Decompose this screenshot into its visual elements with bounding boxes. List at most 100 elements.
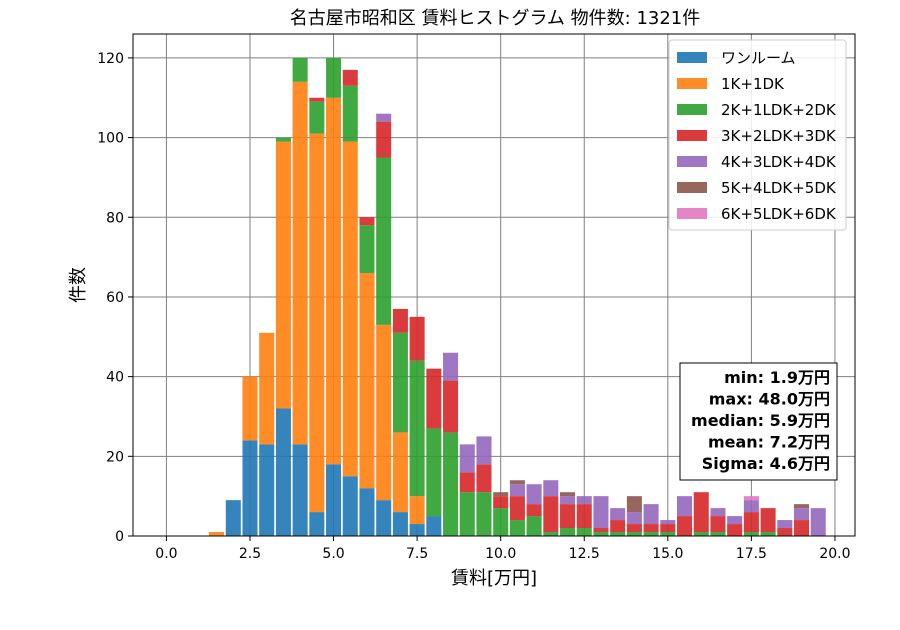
bar-4-10 [376,113,392,122]
y-axis-ticks: 0 20 40 60 80 100 120 [97,51,133,545]
bar-3-35 [793,520,810,536]
bar-2-13 [426,428,442,517]
bar-2-26 [643,532,659,536]
bar-3-18 [509,496,525,521]
bar-4-15 [459,444,475,473]
legend-entry: 6K+5LDK+6DK [721,205,837,223]
bars [209,57,826,536]
bar-5-35 [793,504,810,509]
bar-3-10 [376,121,392,158]
y-tick-label: 100 [97,131,124,147]
bar-1-8 [342,141,358,477]
bar-6-32 [743,496,759,501]
bar-5-17 [493,492,509,497]
bar-3-19 [526,504,542,517]
bar-4-18 [509,484,525,497]
bar-3-26 [643,524,659,533]
bar-4-27 [660,520,676,525]
legend: ワンルーム 1K+1DK 2K+1LDK+2DK 3K+2LDK+3DK 4K+3LDK… [668,39,847,231]
bar-1-7 [326,97,342,465]
bar-1-5 [292,81,308,445]
bar-4-34 [777,520,793,529]
x-tick-label: 12.5 [569,546,600,562]
bar-3-21 [560,504,576,529]
bar-3-13 [426,368,442,429]
bar-2-11 [392,332,408,433]
bar-4-30 [710,508,726,517]
y-tick-label: 0 [115,529,124,545]
bar-3-17 [493,496,509,509]
bar-3-20 [543,496,559,533]
x-tick-label: 15.0 [652,546,683,562]
bar-3-34 [777,528,793,536]
y-tick-label: 40 [106,370,124,386]
bar-1-0 [209,532,225,536]
bar-2-4 [275,137,291,142]
y-tick-label: 60 [106,290,124,306]
bar-3-24 [610,520,626,533]
x-tick-label: 17.5 [736,546,767,562]
y-tick-label: 120 [97,51,124,67]
legend-entry: 1K+1DK [721,75,785,93]
bar-4-19 [526,484,542,505]
bar-2-9 [359,225,375,274]
bar-0-11 [392,512,408,536]
bar-3-6 [309,97,325,102]
bar-2-8 [342,85,358,142]
x-tick-label: 10.0 [485,546,516,562]
legend-entry: 4K+3LDK+4DK [721,153,837,171]
bar-1-3 [259,332,275,445]
bar-4-25 [626,512,642,525]
bar-5-18 [509,480,525,485]
bar-2-16 [476,492,492,536]
bar-2-18 [509,520,525,536]
bar-4-24 [610,508,626,521]
bar-2-20 [543,532,559,536]
x-tick-label: 7.5 [406,546,428,562]
bar-4-32 [743,500,759,513]
bar-2-27 [660,532,676,536]
bar-2-22 [576,528,592,536]
x-tick-label: 5.0 [322,546,344,562]
bar-0-6 [309,512,325,536]
bar-1-6 [309,133,325,513]
legend-swatch [677,52,707,63]
bar-4-21 [560,496,576,505]
bar-0-9 [359,488,375,536]
legend-swatch [677,182,707,193]
y-tick-label: 80 [106,210,124,226]
legend-swatch [677,78,707,89]
bar-3-33 [760,508,776,533]
legend-entry: 5K+4LDK+5DK [721,179,837,197]
bar-4-35 [793,508,810,521]
bar-3-9 [359,217,375,226]
bar-3-30 [710,516,726,533]
bar-1-4 [275,141,291,409]
bar-4-28 [677,496,693,517]
stats-line: mean: 7.2万円 [708,433,830,452]
bar-4-20 [543,480,559,497]
bar-0-7 [326,464,342,536]
legend-entry: ワンルーム [721,49,796,67]
bar-0-1 [225,500,241,536]
bar-4-22 [576,496,592,505]
bar-4-31 [727,516,743,525]
legend-swatch [677,130,707,141]
legend-entry: 2K+1LDK+2DK [721,101,837,119]
bar-3-31 [727,524,743,536]
bar-3-28 [677,516,693,536]
bar-0-4 [275,408,291,536]
bar-2-25 [626,532,642,536]
bar-2-12 [409,360,425,497]
bar-2-17 [493,508,509,536]
bar-3-16 [476,464,492,493]
bar-2-10 [376,157,392,325]
bar-4-26 [643,504,659,525]
stats-line: Sigma: 4.6万円 [702,454,830,473]
bar-0-10 [376,500,392,536]
bar-2-6 [309,101,325,134]
bar-2-30 [710,532,726,536]
bar-5-21 [560,492,576,497]
bar-2-24 [610,532,626,536]
